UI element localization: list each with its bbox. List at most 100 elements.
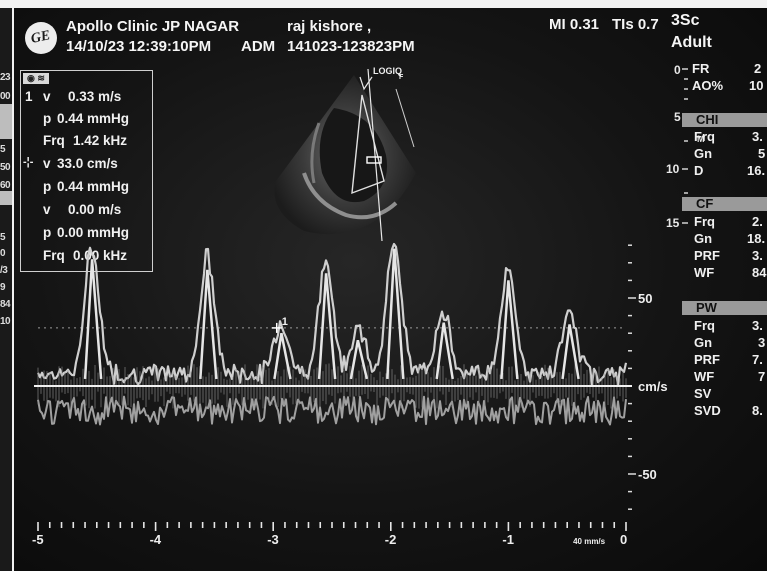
measurement-tag-icon: ◉ ≋ <box>23 73 49 84</box>
doppler-peak-trace <box>317 273 337 380</box>
doppler-peak-trace <box>435 322 454 380</box>
depth-mark: 10 <box>666 162 680 176</box>
left-edge-strip: 23 00 5 50 60 5 0/3 9 84 10 <box>0 8 12 571</box>
param-label: PRF <box>694 248 720 263</box>
sweep-speed-label: 40 mm/s <box>573 537 606 546</box>
param-value: 84 <box>752 265 767 280</box>
depth-mark: 15 <box>666 216 680 230</box>
left-strip-text: 23 <box>0 72 11 83</box>
echo-sector-image <box>274 68 416 242</box>
crosshair-icon: -¦- <box>23 156 34 168</box>
cf-section-header: CF <box>682 197 767 211</box>
thermal-index: TIs 0.7 <box>612 16 659 33</box>
doppler-envelope-upper <box>37 242 628 386</box>
param-label: Gn <box>694 335 713 350</box>
heart-chamber <box>319 108 388 203</box>
param-value: 7. <box>752 352 763 367</box>
velocity-tick-label: -50 <box>638 467 657 482</box>
measurement-label: v <box>43 156 51 171</box>
measurement-value: 0.00 mmHg <box>57 225 130 240</box>
time-tick-label: -5 <box>32 532 44 547</box>
param-label: Frq <box>694 214 715 229</box>
param-label: AO% <box>692 78 724 93</box>
left-strip-text: 5 <box>0 232 6 243</box>
time-tick-label: -4 <box>150 532 162 547</box>
measurement-value: 33.0 cm/s <box>57 156 118 171</box>
param-value: 3. <box>752 129 763 144</box>
param-label: Frq <box>694 318 715 333</box>
logiq-brand-label: LOGIQ <box>373 66 402 76</box>
sample-volume-gate <box>366 156 382 164</box>
left-strip-text: 84 <box>0 299 11 310</box>
param-label: Gn <box>694 231 713 246</box>
depth-letter: M <box>697 134 705 144</box>
measurement-label: Frq <box>43 133 65 148</box>
left-strip-text: /3 <box>0 265 8 276</box>
doppler-peak-trace <box>83 259 103 380</box>
left-strip-bar <box>0 191 12 205</box>
doppler-peak-trace <box>500 280 519 380</box>
preset-name: Adult <box>671 34 712 51</box>
exam-datetime: 14/10/23 12:39:10PM <box>66 38 212 55</box>
measurement-value: 0.44 mmHg <box>57 179 130 194</box>
operator-id: ADM <box>241 38 276 55</box>
param-value: 16. <box>747 163 766 178</box>
doppler-peak-trace <box>273 332 292 380</box>
measurement-prefix: 1 <box>25 89 33 104</box>
param-value: 3. <box>752 248 763 263</box>
measurement-panel: ◉ ≋ 1 v 0.33 m/s p 0.44 mmHg Frq 1.42 kH… <box>20 70 153 272</box>
param-value: 3. <box>752 318 763 333</box>
velocity-tick-label: cm/s <box>638 379 668 394</box>
measurement-value: 0.00 m/s <box>68 202 122 217</box>
param-value: 3 <box>758 335 766 350</box>
left-strip-text: 50 <box>0 162 11 173</box>
probe-name: 3Sc <box>671 12 700 29</box>
doppler-peak-trace <box>349 339 369 380</box>
time-tick-label: -3 <box>267 532 279 547</box>
measurement-value: 1.42 kHz <box>73 133 128 148</box>
param-value: 7 <box>758 369 766 384</box>
velocity-tick-label: 50 <box>638 291 652 306</box>
left-strip-text: 10 <box>0 316 11 327</box>
color-box <box>351 94 385 195</box>
measurement-label: v <box>43 89 51 104</box>
left-strip-bar <box>0 104 12 139</box>
time-tick-label: -2 <box>385 532 397 547</box>
logiq-brand-sub: F <box>399 74 404 81</box>
measurement-label: Frq <box>43 248 65 263</box>
param-label: WF <box>694 369 715 384</box>
measurement-value: 0.00 kHz <box>73 248 128 263</box>
doppler-peak-trace <box>561 324 580 380</box>
doppler-cursor-line <box>367 68 383 242</box>
param-value: 18. <box>747 231 766 246</box>
heart-wall <box>310 122 321 184</box>
measurement-label: p <box>43 179 52 194</box>
param-label: Frq <box>694 129 715 144</box>
pw-section-header: PW <box>682 301 767 315</box>
param-label: SVD <box>694 403 721 418</box>
measurement-label: p <box>43 225 52 240</box>
param-value: 2. <box>752 214 763 229</box>
mechanical-index: MI 0.31 <box>549 16 600 33</box>
chi-section-header: CHI <box>682 113 767 127</box>
left-strip-text: 0 <box>0 248 6 259</box>
caliper-marker-label: 1 <box>282 316 288 328</box>
doppler-spectrum: 1 50 cm/s -50 -5 -4 -3 -2 -1 0 40 mm/s <box>32 242 668 547</box>
depth-mark: 5 <box>674 110 681 124</box>
left-strip-text: 5 <box>0 144 6 155</box>
doppler-peak-trace <box>199 269 218 380</box>
depth-mark: 0 <box>674 63 681 77</box>
time-tick-label: -1 <box>502 532 514 547</box>
measurement-label: p <box>43 111 52 126</box>
exam-id: 141023-123823PM <box>287 38 415 55</box>
left-strip-text: 00 <box>0 91 11 102</box>
param-value: 5 <box>758 146 766 161</box>
param-value: 10 <box>749 78 764 93</box>
param-label: D <box>694 163 704 178</box>
sector-edge <box>395 88 415 148</box>
ultrasound-screen: GE Apollo Clinic JP NAGAR 14/10/23 12:39… <box>14 8 767 571</box>
doppler-envelope-lower <box>37 395 627 426</box>
param-label: FR <box>692 61 710 76</box>
left-strip-text: 9 <box>0 282 6 293</box>
heart-wall <box>302 172 398 220</box>
